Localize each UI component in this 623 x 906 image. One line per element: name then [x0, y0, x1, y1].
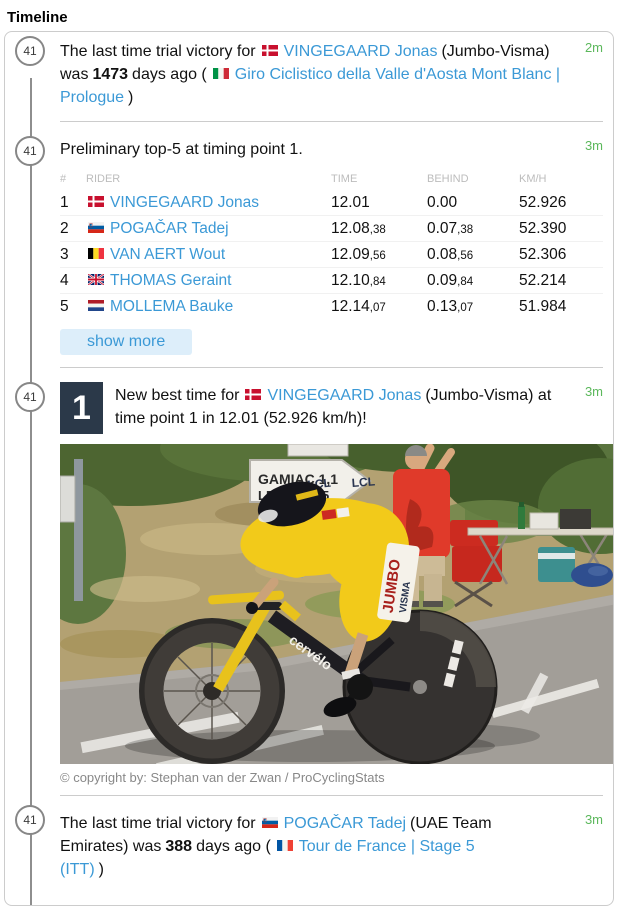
- timestamp: 2m: [584, 40, 603, 55]
- behind-cell: 0.07,38: [427, 215, 519, 242]
- entry-text-close: ): [98, 861, 104, 878]
- flag-si-icon: [261, 817, 278, 828]
- timestamp: 3m: [584, 384, 603, 399]
- behind-cell: 0.00: [427, 193, 458, 211]
- photo-copyright: © copyright by: Stephan van der Zwan / P…: [60, 770, 385, 785]
- entry-text-prefix: The last time trial victory for: [60, 815, 256, 832]
- km-marker-badge: 41: [15, 382, 45, 412]
- flag-nl-icon: [88, 299, 104, 311]
- results-table-body: 1 VINGEGAARD Jonas 12.01 0.00 52.926 2 POGAČAR…: [60, 190, 603, 319]
- km-marker-value: 41: [23, 44, 37, 58]
- page-title: Timeline: [7, 9, 68, 26]
- entry-text: New best time for VINGEGAARD Jonas (Jumbo-…: [115, 382, 573, 434]
- table-row: 4 THOMAS Geraint 12.10,84 0.09,84 52.214: [60, 267, 603, 294]
- rider-link[interactable]: MOLLEMA Bauke: [110, 297, 234, 315]
- flag-dk-icon: [245, 389, 262, 400]
- column-header: RIDER: [86, 173, 121, 185]
- rider-link[interactable]: THOMAS Geraint: [110, 271, 232, 289]
- column-header: TIME: [331, 173, 358, 185]
- entry-text-prefix: New best time for: [115, 387, 240, 404]
- table-row: 2 POGAČAR Tadej 12.08,38 0.07,38 52.390: [60, 215, 603, 242]
- show-more-button[interactable]: show more: [60, 329, 193, 355]
- rank-box: 1: [60, 382, 103, 434]
- days-ago-count: 1473: [92, 66, 129, 83]
- timeline-entry: 41 2m The last time trial victory for VIN…: [15, 32, 603, 121]
- timeline-entry: 41 3m Preliminary top-5 at timing point …: [15, 121, 603, 367]
- rider-cell: VAN AERT Wout: [86, 241, 331, 268]
- flag-fr-icon: [276, 840, 293, 851]
- svg-text:LCL: LCL: [351, 474, 375, 490]
- rider-link[interactable]: VINGEGAARD Jonas: [110, 193, 260, 211]
- rider-cell: THOMAS Geraint: [86, 267, 331, 294]
- table-row: 1 VINGEGAARD Jonas 12.01 0.00 52.926: [60, 190, 603, 216]
- rider-link[interactable]: POGAČAR Tadej: [110, 219, 229, 237]
- time-cell: 12.08,38: [331, 215, 427, 242]
- stage-photo: GAMIAC 1,1 LEYN 5: [60, 444, 613, 764]
- flag-it-icon: [212, 68, 229, 79]
- timeline-entry: 41 3m 1 New best time for VINGEGAARD Jona…: [15, 367, 613, 795]
- days-ago-count: 388: [165, 838, 193, 855]
- kmh-cell: 51.984: [519, 293, 603, 319]
- km-marker-badge: 41: [15, 805, 45, 835]
- table-row: 3 VAN AERT Wout 12.09,56 0.08,56 52.306: [60, 241, 603, 268]
- flag-dk-icon: [88, 195, 104, 207]
- km-marker-value: 41: [23, 813, 37, 827]
- rider-link[interactable]: VAN AERT Wout: [110, 245, 226, 263]
- entry-text-team: (Jumbo-Visma) was: [60, 43, 550, 83]
- km-marker-value: 41: [23, 144, 37, 158]
- entry-text-close: ): [128, 89, 134, 106]
- kmh-cell: 52.390: [519, 215, 603, 242]
- behind-cell: 0.08,56: [427, 241, 519, 268]
- position-cell: 1: [60, 193, 69, 211]
- column-header: #: [60, 173, 67, 185]
- entry-text-detail: (Jumbo-Visma) at time point 1 in 12.01 (…: [115, 387, 552, 427]
- rider-cell: POGAČAR Tadej: [86, 215, 331, 242]
- results-table-head-row: # RIDER TIME BEHIND KM/H: [60, 169, 603, 190]
- entry-text: The last time trial victory for VINGEGAAR…: [60, 40, 603, 109]
- svg-text:GAMIAC 1,1: GAMIAC 1,1: [258, 471, 338, 487]
- km-marker-value: 41: [23, 390, 37, 404]
- race-link[interactable]: Giro Ciclistico della Valle d'Aosta Mont…: [60, 66, 561, 106]
- column-header: KM/H: [519, 173, 547, 185]
- entry-text-mid: days ago (: [196, 838, 271, 855]
- rider-cell: MOLLEMA Bauke: [86, 293, 331, 319]
- time-cell: 12.10,84: [331, 267, 427, 294]
- time-cell: 12.01: [331, 193, 370, 211]
- rider-link[interactable]: POGAČAR Tadej: [283, 815, 407, 832]
- behind-cell: 0.13,07: [427, 293, 519, 319]
- time-cell: 12.09,56: [331, 241, 427, 268]
- svg-text:VISMA: VISMA: [398, 581, 413, 614]
- flag-dk-icon: [261, 45, 278, 56]
- rider-link[interactable]: VINGEGAARD Jonas: [283, 43, 438, 60]
- behind-cell: 0.09,84: [427, 267, 519, 294]
- position-cell: 3: [60, 241, 86, 268]
- timeline-line: [30, 78, 32, 905]
- timestamp: 3m: [584, 138, 603, 153]
- entry-text: The last time trial victory for POGAČAR T…: [60, 812, 603, 881]
- position-cell: 4: [60, 267, 86, 294]
- kmh-cell: 52.926: [519, 193, 567, 211]
- flag-si-icon: [88, 221, 104, 233]
- timestamp: 3m: [584, 812, 603, 827]
- km-marker-badge: 41: [15, 36, 45, 66]
- entry-text-prefix: The last time trial victory for: [60, 43, 256, 60]
- flag-gb-icon: [88, 273, 104, 285]
- rider-link[interactable]: VINGEGAARD Jonas: [267, 387, 422, 404]
- position-cell: 5: [60, 293, 86, 319]
- timeline-entry: 41 3m The last time trial victory for POG…: [15, 795, 603, 905]
- flag-be-icon: [88, 247, 104, 259]
- rider-cell: VINGEGAARD Jonas: [86, 190, 331, 216]
- timeline-container: 41 2m The last time trial victory for VIN…: [4, 31, 614, 906]
- position-cell: 2: [60, 215, 86, 242]
- results-table: # RIDER TIME BEHIND KM/H 1 VINGEGAARD Jonas 12…: [60, 169, 603, 319]
- kmh-cell: 52.214: [519, 267, 603, 294]
- entry-title: Preliminary top-5 at timing point 1.: [60, 141, 303, 158]
- time-cell: 12.14,07: [331, 293, 427, 319]
- table-row: 5 MOLLEMA Bauke 12.14,07 0.13,07 51.984: [60, 293, 603, 319]
- km-marker-badge: 41: [15, 136, 45, 166]
- column-header: BEHIND: [427, 173, 469, 185]
- kmh-cell: 52.306: [519, 241, 603, 268]
- entry-text-mid: days ago (: [132, 66, 207, 83]
